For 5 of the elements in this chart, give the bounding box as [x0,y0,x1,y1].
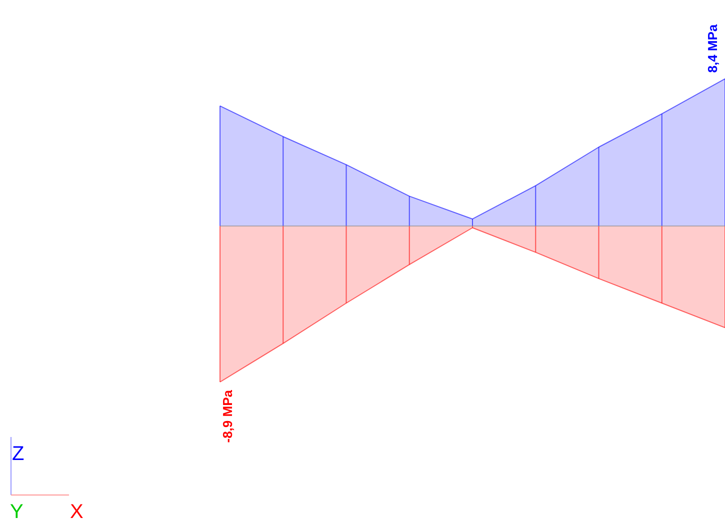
text: Y [10,501,24,519]
data-label: 8,4 MPa [705,24,720,73]
text: X [70,501,84,519]
data-label: -8,9 MPa [220,389,235,443]
text: Z [12,443,24,465]
